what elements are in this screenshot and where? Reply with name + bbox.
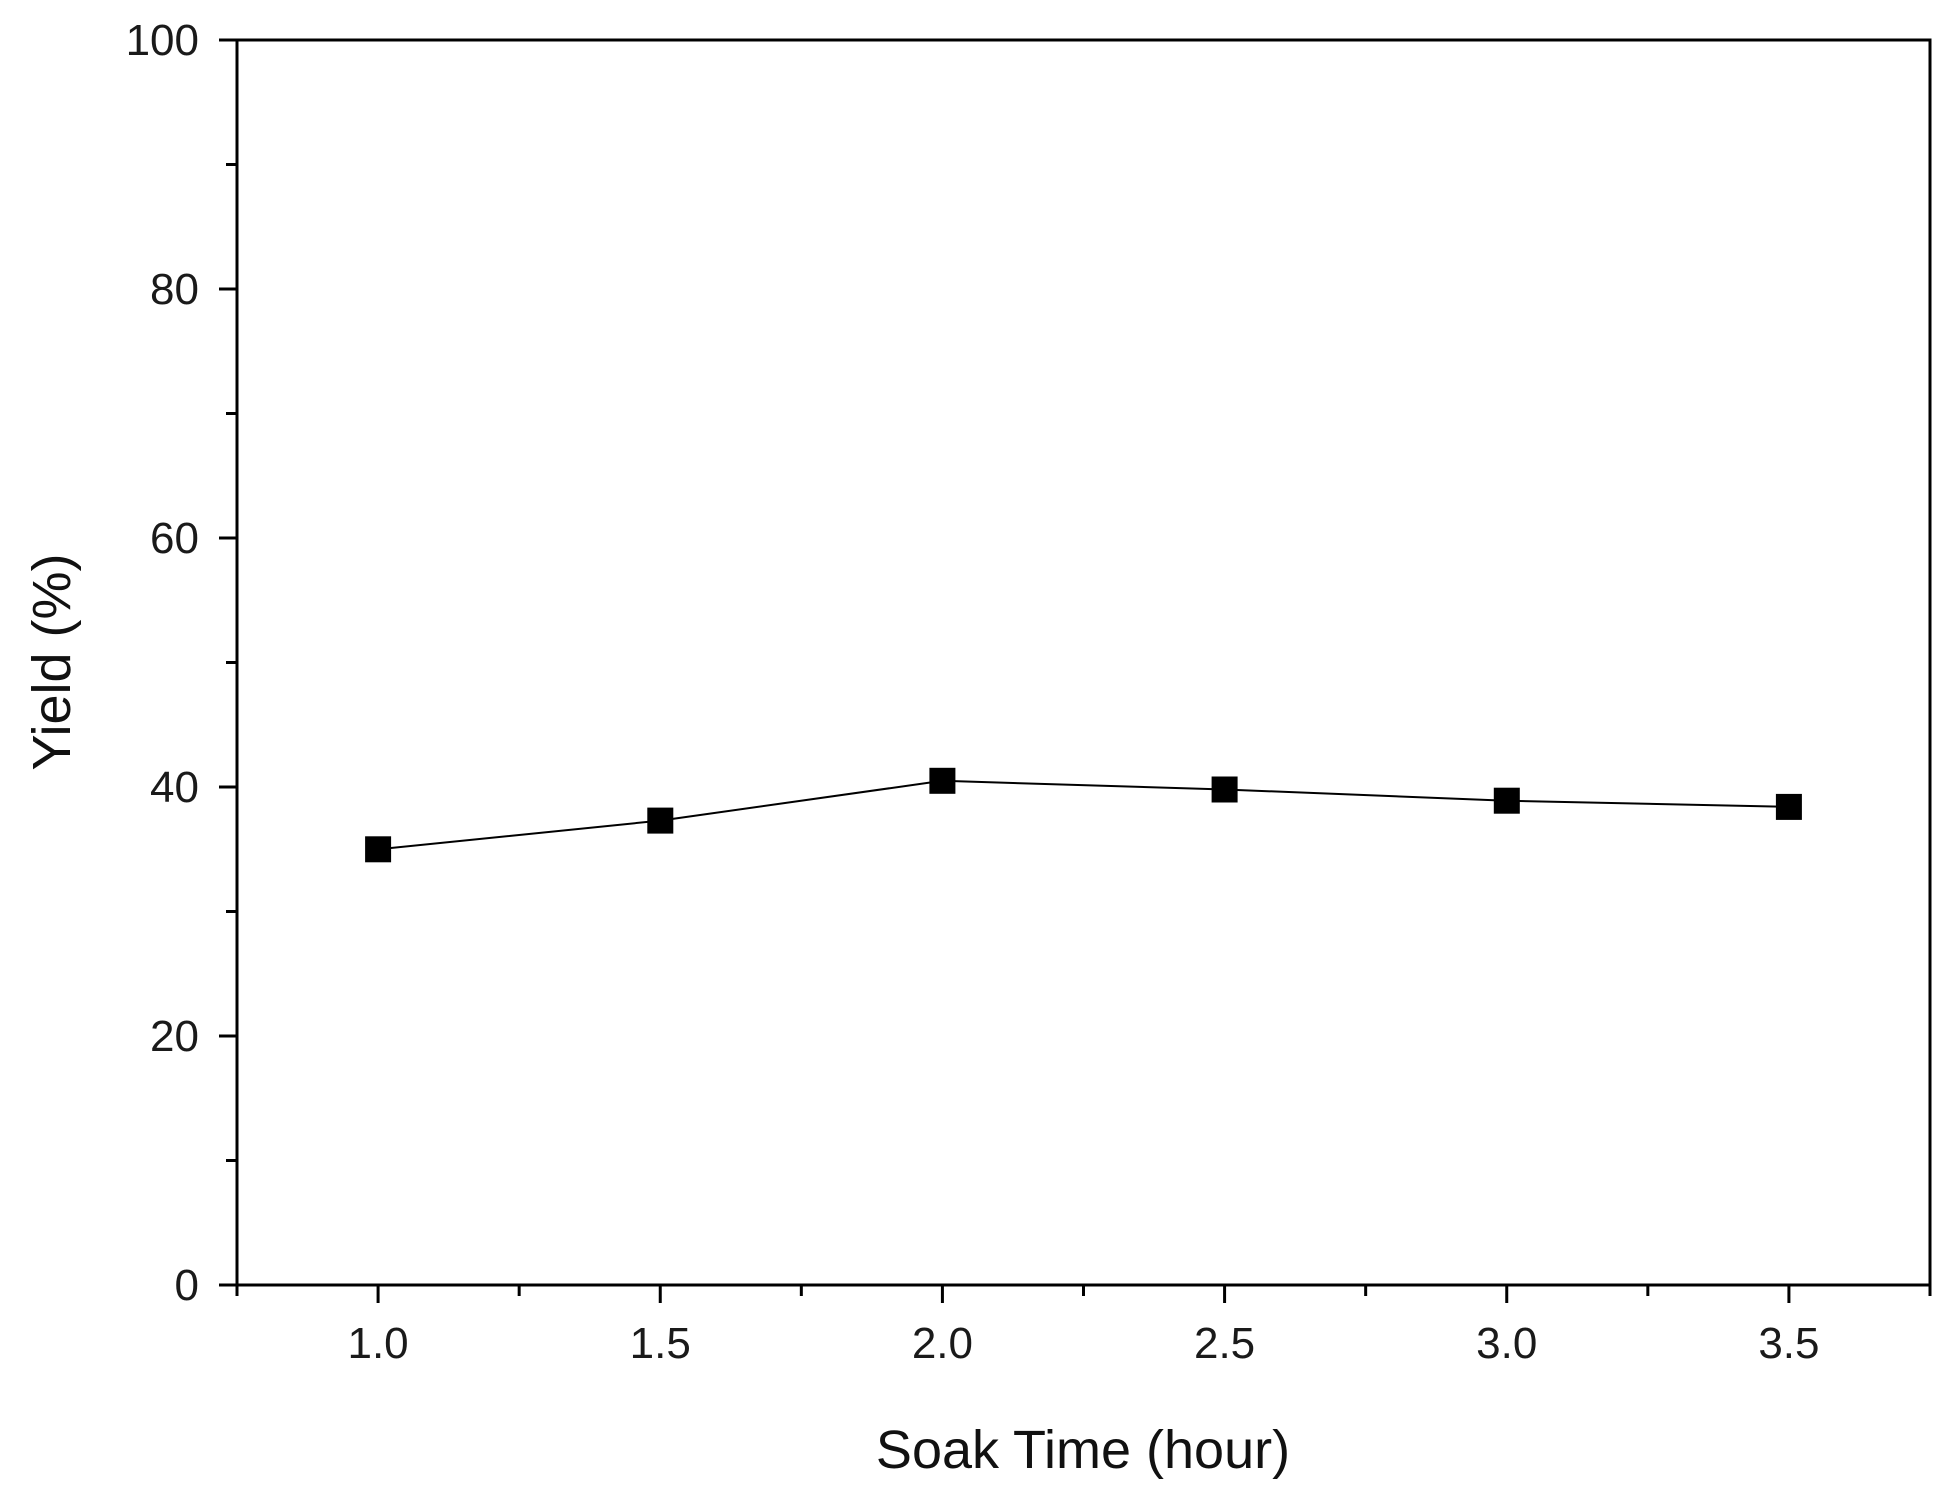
data-point-marker bbox=[1493, 787, 1520, 814]
y-tick-label: 0 bbox=[175, 1261, 199, 1310]
y-tick-label: 20 bbox=[150, 1012, 199, 1061]
series-markers bbox=[365, 767, 1802, 863]
y-axis-ticks bbox=[219, 38, 237, 1287]
data-point-marker bbox=[365, 836, 392, 863]
series-line bbox=[377, 779, 1789, 851]
x-tick-label: 3.0 bbox=[1476, 1319, 1537, 1368]
data-point-marker bbox=[647, 807, 674, 834]
plot-frame bbox=[235, 38, 1932, 1287]
y-tick-label: 60 bbox=[150, 514, 199, 563]
x-tick-label: 1.0 bbox=[347, 1319, 408, 1368]
x-axis-tick-labels: 1.0 1.5 2.0 2.5 3.0 3.5 bbox=[347, 1319, 1819, 1368]
x-tick-label: 1.5 bbox=[630, 1319, 691, 1368]
data-point-marker bbox=[929, 767, 956, 794]
data-point-marker bbox=[1775, 793, 1802, 820]
x-tick-label: 2.0 bbox=[912, 1319, 973, 1368]
y-axis-title: Yield (%) bbox=[22, 553, 82, 770]
x-axis-ticks bbox=[235, 1285, 1932, 1303]
x-axis-title: Soak Time (hour) bbox=[876, 1420, 1290, 1480]
x-tick-label: 3.5 bbox=[1758, 1319, 1819, 1368]
y-tick-label: 80 bbox=[150, 265, 199, 314]
y-axis-tick-labels: 0 20 40 60 80 100 bbox=[126, 16, 199, 1310]
y-tick-label: 40 bbox=[150, 763, 199, 812]
data-point-marker bbox=[1211, 776, 1238, 803]
x-tick-label: 2.5 bbox=[1194, 1319, 1255, 1368]
series-lines bbox=[377, 779, 1789, 851]
y-tick-label: 100 bbox=[126, 16, 199, 65]
